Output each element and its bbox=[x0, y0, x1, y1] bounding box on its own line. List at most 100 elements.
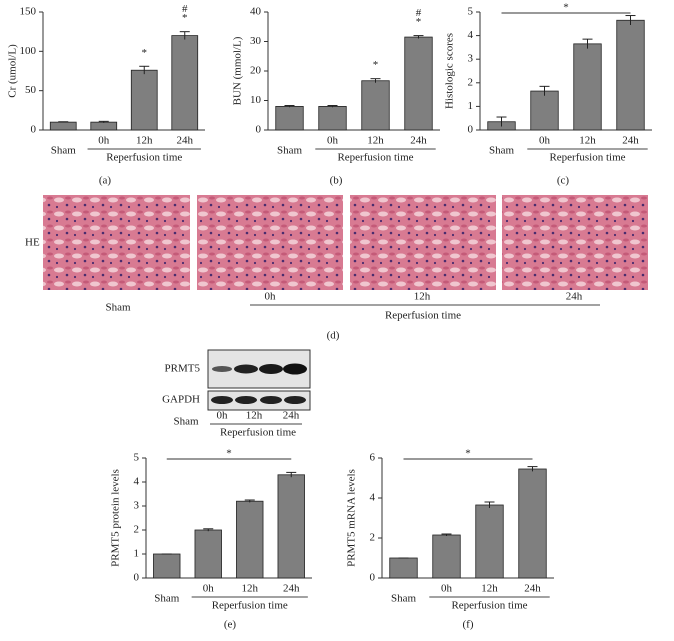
x-tick-label: 12h bbox=[579, 135, 596, 147]
y-tick-label: 4 bbox=[468, 29, 474, 41]
bar bbox=[318, 106, 347, 131]
significance-marker: # bbox=[416, 7, 422, 19]
y-axis-label: Cr (umol/L) bbox=[7, 44, 19, 98]
y-tick-label: 0 bbox=[370, 572, 376, 584]
western-blot: PRMT5 GAPDH Sham 0h 12h 24h Reperfusion … bbox=[162, 349, 311, 439]
lane-label: 24h bbox=[283, 410, 300, 422]
band bbox=[283, 363, 307, 375]
y-axis-label: PRMT5 mRNA levels bbox=[346, 469, 358, 567]
x-tick-label: 24h bbox=[283, 583, 300, 595]
x-tick-label: 24h bbox=[622, 135, 639, 147]
x-tick-label: 0h bbox=[98, 135, 110, 147]
significance-marker: * bbox=[182, 12, 188, 24]
y-tick-label: 3 bbox=[468, 53, 474, 65]
y-tick-label: 150 bbox=[20, 6, 37, 18]
y-tick-label: 2 bbox=[134, 524, 140, 536]
x-tick-label: 12h bbox=[242, 583, 259, 595]
band bbox=[234, 364, 258, 374]
row-label: GAPDH bbox=[162, 394, 200, 406]
lane-label: 12h bbox=[246, 410, 263, 422]
x-tick-label: 0h bbox=[539, 135, 551, 147]
bar bbox=[49, 121, 77, 131]
band bbox=[259, 364, 283, 374]
y-tick-label: 0 bbox=[134, 572, 140, 584]
bar bbox=[432, 534, 461, 579]
y-tick-label: 5 bbox=[468, 6, 474, 18]
group-title: Reperfusion time bbox=[220, 427, 296, 439]
x-tick-label: 12h bbox=[136, 135, 153, 147]
bar bbox=[275, 106, 304, 131]
y-tick-label: 0 bbox=[31, 124, 37, 136]
y-tick-label: 40 bbox=[250, 6, 262, 18]
significance-marker: * bbox=[416, 16, 422, 28]
y-tick-label: 2 bbox=[370, 532, 376, 544]
y-tick-label: 20 bbox=[250, 65, 262, 77]
bar bbox=[90, 121, 118, 131]
histology: HE Sham 0h 12h 24h Reperfusion time (d) bbox=[25, 195, 648, 342]
group-label: 0h bbox=[265, 291, 277, 303]
y-tick-label: 0 bbox=[468, 124, 474, 136]
x-tick-label: Sham bbox=[51, 145, 77, 157]
group-label: 12h bbox=[414, 291, 431, 303]
group-title: Reperfusion time bbox=[385, 310, 461, 322]
group-label: Reperfusion time bbox=[451, 600, 527, 612]
band bbox=[235, 396, 257, 404]
bar bbox=[277, 474, 305, 579]
panel-label: (f) bbox=[463, 619, 474, 631]
band bbox=[260, 396, 282, 404]
x-tick-label: Sham bbox=[391, 593, 417, 605]
row-label: PRMT5 bbox=[165, 363, 201, 375]
y-tick-label: 30 bbox=[250, 35, 262, 47]
bar bbox=[530, 90, 559, 131]
significance-marker: * bbox=[373, 59, 379, 71]
group-label: Sham bbox=[105, 302, 131, 314]
significance-marker: * bbox=[465, 448, 471, 460]
bar bbox=[389, 557, 418, 579]
panel-label: (e) bbox=[224, 619, 237, 631]
band bbox=[211, 396, 233, 404]
band bbox=[284, 396, 306, 404]
bar bbox=[153, 553, 181, 579]
lane-label: 0h bbox=[217, 410, 229, 422]
histology-image bbox=[502, 195, 648, 290]
band bbox=[212, 366, 232, 372]
y-tick-label: 50 bbox=[25, 84, 37, 96]
panel-label: (b) bbox=[330, 175, 343, 187]
x-tick-label: 24h bbox=[410, 135, 427, 147]
y-tick-label: 2 bbox=[468, 76, 474, 88]
y-tick-label: 0 bbox=[256, 124, 262, 136]
y-tick-label: 4 bbox=[134, 476, 140, 488]
stain-label: HE bbox=[25, 237, 40, 249]
bar bbox=[130, 69, 158, 131]
group-label: Reperfusion time bbox=[106, 152, 182, 164]
bar bbox=[475, 504, 504, 579]
group-label: 24h bbox=[566, 291, 583, 303]
y-tick-label: 6 bbox=[370, 452, 376, 464]
y-tick-label: 1 bbox=[134, 548, 140, 560]
x-tick-label: Sham bbox=[489, 145, 515, 157]
y-tick-label: 1 bbox=[468, 100, 474, 112]
bar bbox=[361, 80, 390, 131]
significance-marker: * bbox=[226, 448, 232, 460]
x-tick-label: 0h bbox=[327, 135, 339, 147]
bar bbox=[171, 35, 199, 131]
blot-frame bbox=[207, 390, 311, 411]
x-tick-label: 12h bbox=[367, 135, 384, 147]
y-axis-label: BUN (mmol/L) bbox=[232, 36, 244, 105]
y-axis-label: Histologic scores bbox=[444, 33, 456, 109]
group-label: Reperfusion time bbox=[212, 600, 288, 612]
y-tick-label: 10 bbox=[250, 94, 262, 106]
group-label: Reperfusion time bbox=[337, 152, 413, 164]
group-label: Reperfusion time bbox=[549, 152, 625, 164]
bar bbox=[404, 36, 433, 131]
bar bbox=[616, 19, 645, 131]
panel-label: (c) bbox=[557, 175, 570, 187]
x-tick-label: 0h bbox=[441, 583, 453, 595]
histology-image bbox=[43, 195, 190, 290]
significance-marker: * bbox=[142, 47, 148, 59]
lane-label: Sham bbox=[173, 416, 199, 428]
bar bbox=[573, 43, 602, 131]
x-tick-label: 12h bbox=[481, 583, 498, 595]
panel-label: (a) bbox=[99, 175, 112, 187]
